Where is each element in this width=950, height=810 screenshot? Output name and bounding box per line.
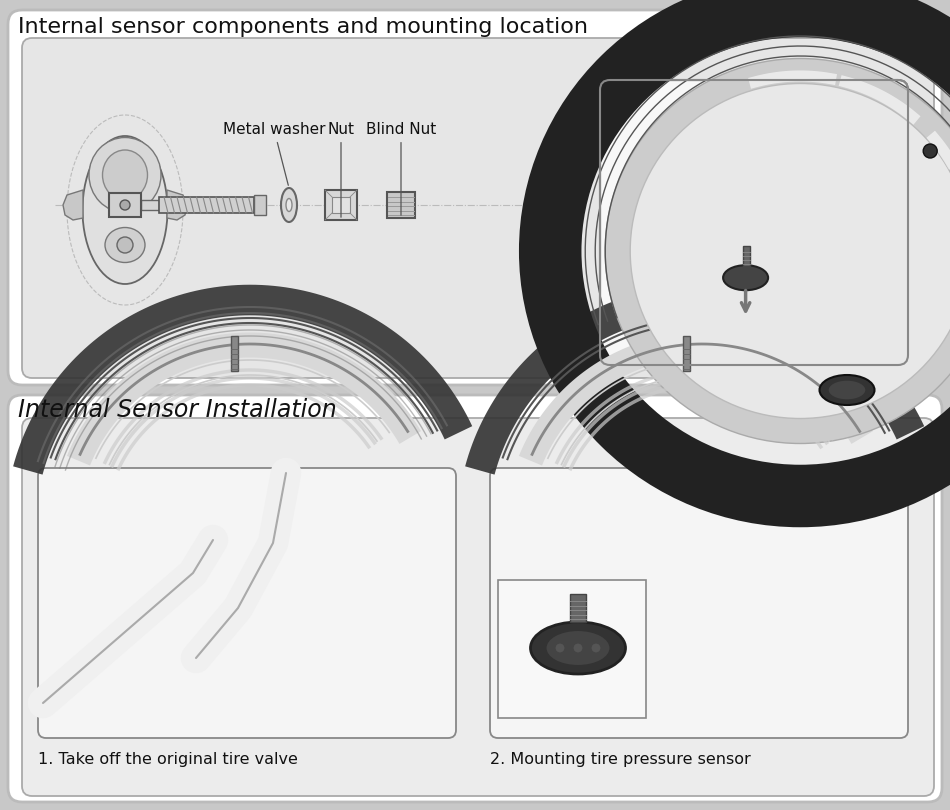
Bar: [325, 190, 357, 220]
Bar: [231, 335, 238, 371]
Text: 2. Mounting tire pressure sensor: 2. Mounting tire pressure sensor: [490, 752, 750, 767]
Circle shape: [555, 643, 565, 653]
Text: Internal Sensor Installation: Internal Sensor Installation: [18, 398, 336, 422]
FancyBboxPatch shape: [490, 468, 908, 738]
Text: 1. Take off the original tire valve: 1. Take off the original tire valve: [38, 752, 298, 767]
FancyBboxPatch shape: [602, 82, 906, 363]
Bar: [683, 335, 690, 371]
Ellipse shape: [83, 136, 167, 284]
FancyBboxPatch shape: [38, 468, 456, 738]
Bar: [159, 197, 254, 213]
Bar: [141, 200, 159, 210]
Bar: [498, 580, 646, 718]
Ellipse shape: [286, 198, 292, 211]
Text: Internal sensor components and mounting location: Internal sensor components and mounting …: [18, 17, 588, 37]
Ellipse shape: [545, 630, 611, 666]
Text: Blind Nut: Blind Nut: [366, 122, 436, 215]
Circle shape: [120, 200, 130, 210]
Bar: [570, 594, 586, 622]
Ellipse shape: [630, 83, 950, 419]
Circle shape: [591, 643, 601, 653]
Ellipse shape: [105, 228, 145, 262]
Ellipse shape: [605, 58, 950, 444]
Bar: [254, 195, 266, 215]
FancyBboxPatch shape: [8, 10, 942, 385]
Polygon shape: [63, 190, 83, 220]
Ellipse shape: [103, 150, 147, 200]
Bar: [743, 245, 750, 266]
Bar: [109, 193, 141, 217]
FancyBboxPatch shape: [600, 80, 908, 365]
Bar: [332, 197, 350, 213]
Ellipse shape: [530, 622, 625, 674]
Text: Metal washer: Metal washer: [222, 122, 325, 185]
Circle shape: [117, 237, 133, 253]
Circle shape: [573, 643, 583, 653]
Text: Nut: Nut: [328, 122, 354, 217]
Ellipse shape: [281, 188, 297, 222]
FancyBboxPatch shape: [22, 418, 934, 796]
FancyBboxPatch shape: [8, 395, 942, 802]
FancyBboxPatch shape: [22, 38, 934, 378]
Ellipse shape: [89, 138, 161, 212]
Circle shape: [923, 144, 938, 158]
Bar: [387, 192, 415, 218]
Ellipse shape: [828, 380, 866, 400]
Ellipse shape: [820, 375, 875, 405]
Polygon shape: [167, 190, 187, 220]
Ellipse shape: [723, 265, 769, 290]
